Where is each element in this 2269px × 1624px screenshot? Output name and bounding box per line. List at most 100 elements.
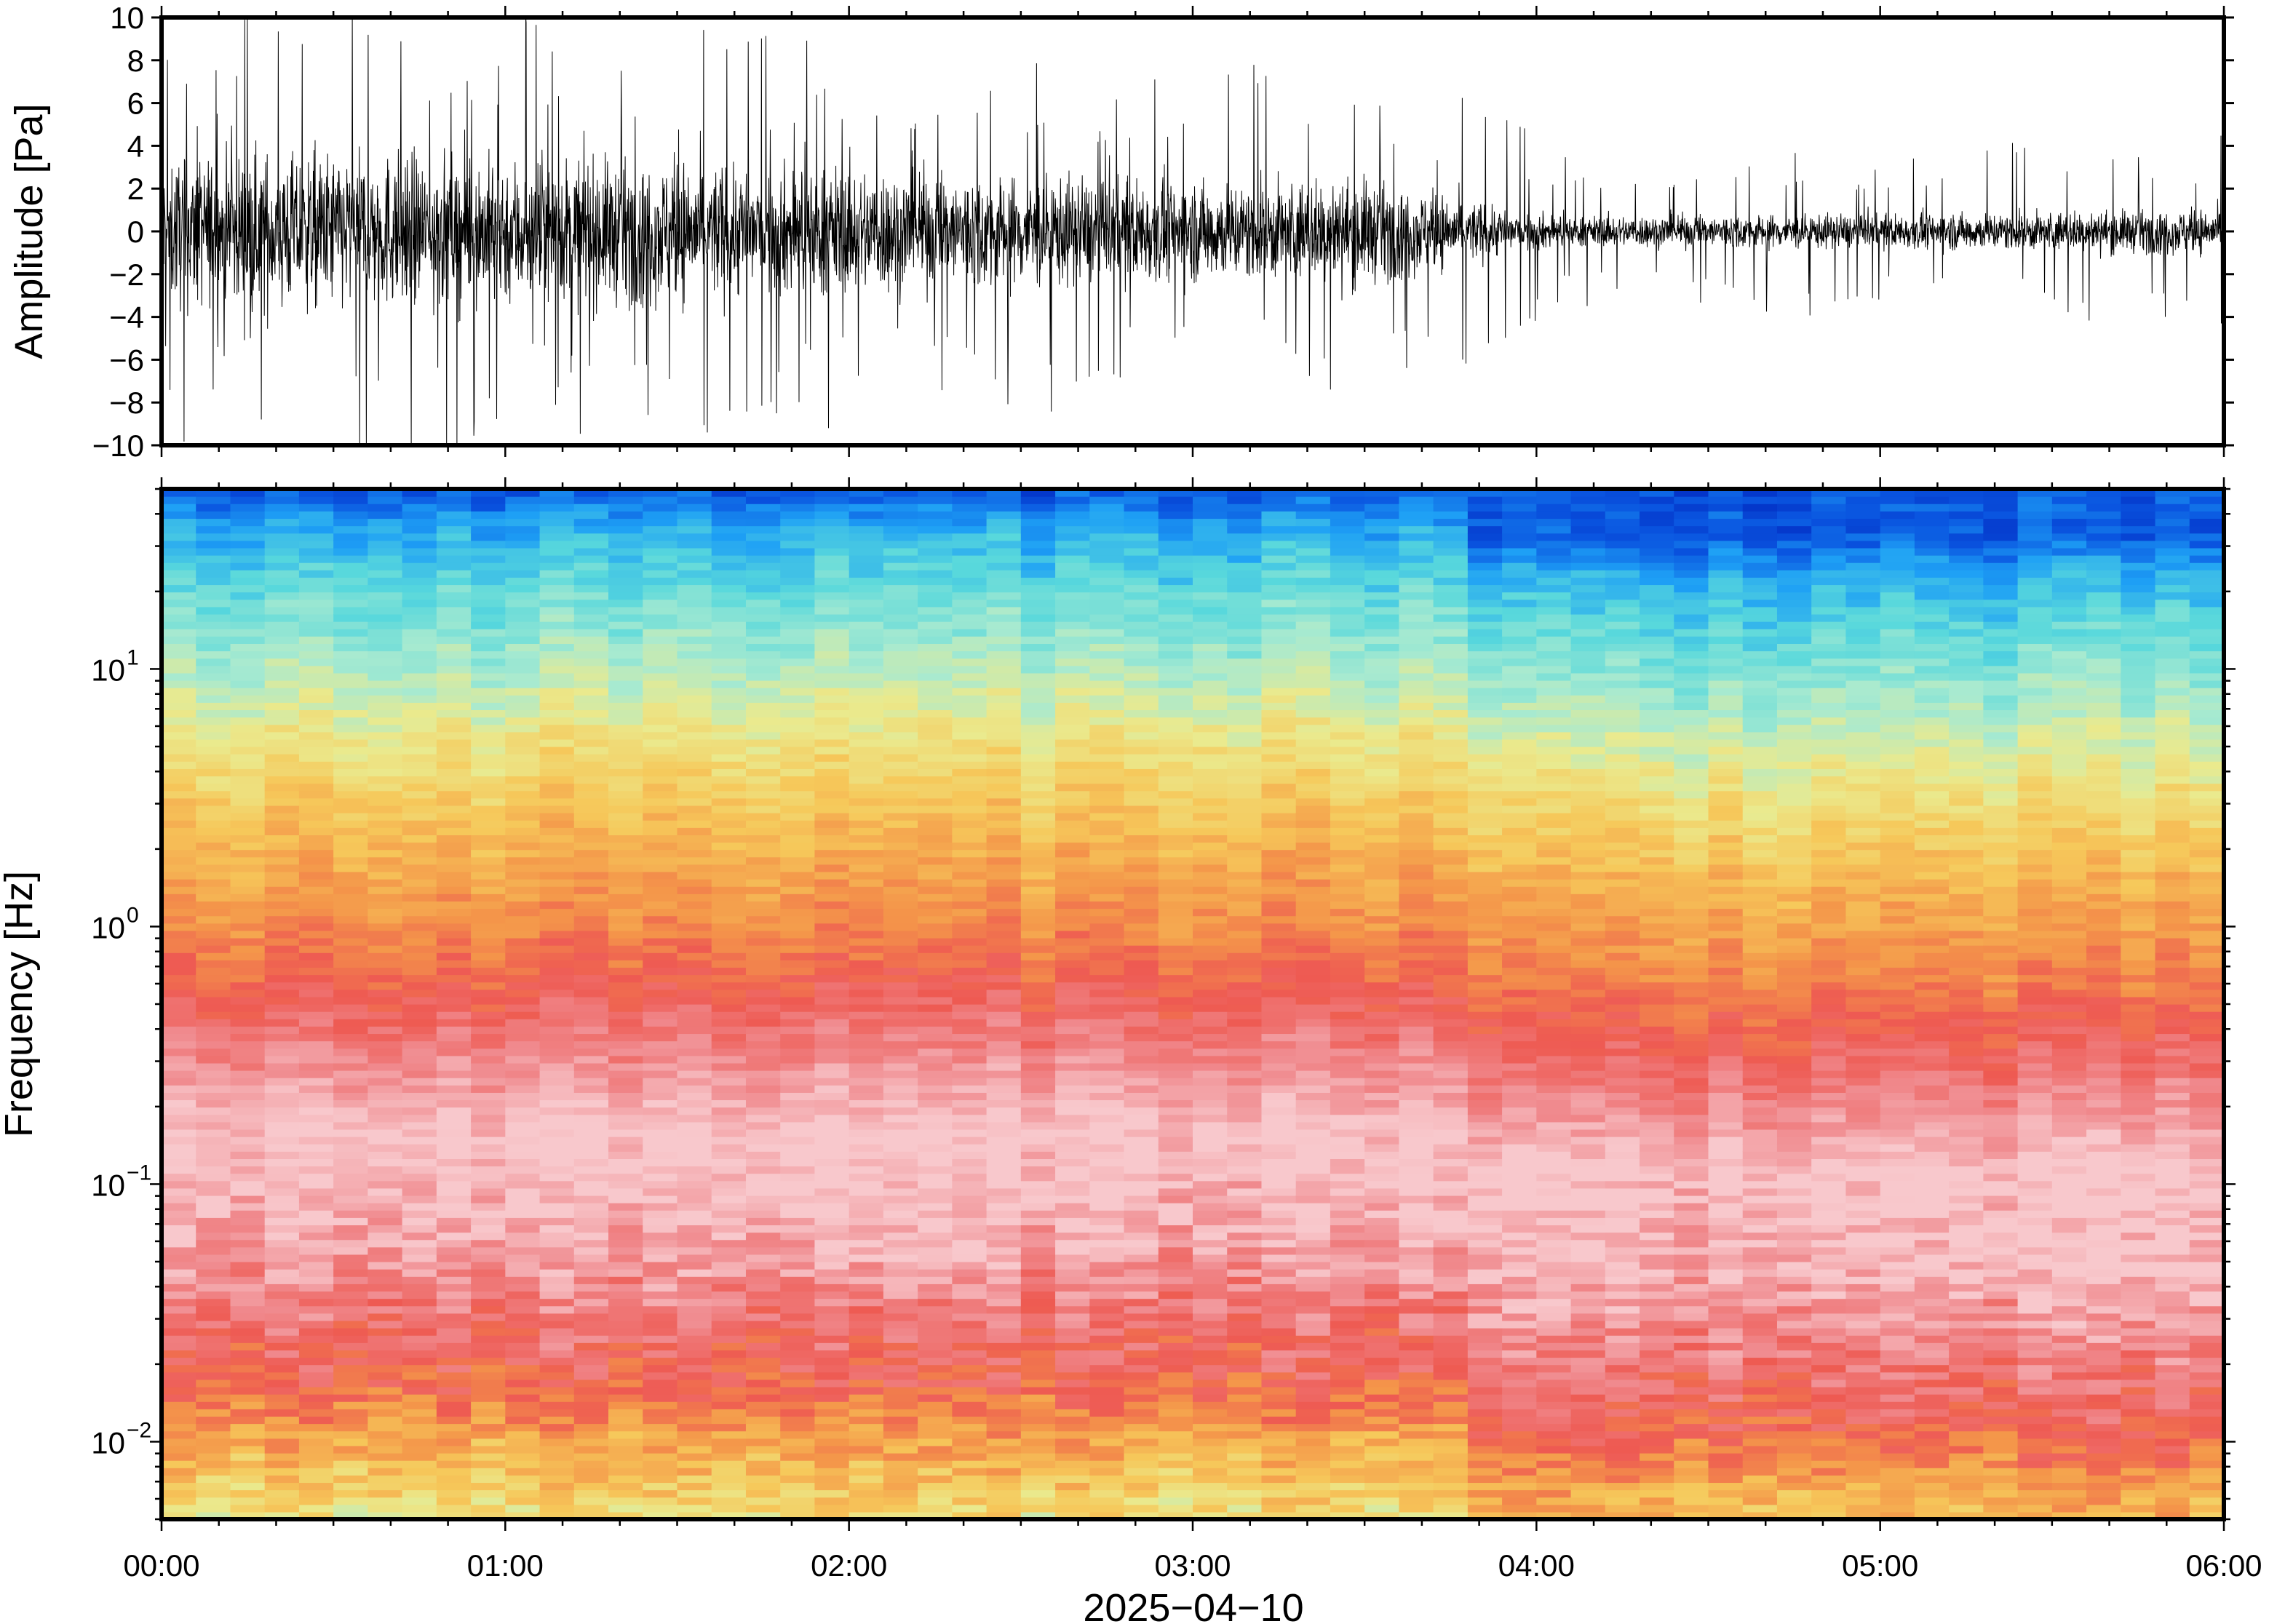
spectrogram-cell — [1020, 1423, 1056, 1432]
spectrogram-cell — [986, 1460, 1022, 1468]
spectrogram-cell — [1158, 982, 1193, 990]
spectrogram-cell — [711, 835, 747, 843]
spectrogram-cell — [230, 658, 266, 666]
spectrogram-cell — [745, 1166, 781, 1174]
spectrogram-cell — [1193, 1048, 1228, 1056]
spectrogram-cell — [1158, 1114, 1193, 1123]
spectrogram-cell — [849, 1048, 884, 1056]
spectrogram-cell — [986, 1048, 1022, 1056]
spectrogram-cell — [1330, 1246, 1365, 1255]
spectrogram-cell — [1055, 702, 1090, 711]
spectrogram-cell — [1020, 908, 1056, 917]
spectrogram-cell — [436, 570, 472, 578]
spectrogram-cell — [1158, 805, 1193, 813]
spectrogram-cell — [883, 768, 918, 777]
spectrogram-cell — [436, 1468, 472, 1476]
spectrogram-cell — [677, 547, 712, 556]
spectrogram-cell — [814, 1239, 850, 1248]
spectrogram-cell — [573, 1107, 609, 1115]
spectrogram-cell — [196, 842, 231, 851]
spectrogram-cell — [608, 835, 643, 843]
spectrogram-cell — [539, 650, 575, 659]
spectrogram-cell — [333, 1283, 368, 1292]
spectrogram-cell — [1089, 982, 1125, 990]
spectrogram-cell — [230, 1489, 266, 1498]
spectrogram-cell — [505, 747, 541, 755]
spectrogram-cell — [849, 511, 884, 520]
spectrogram-cell — [1330, 658, 1365, 666]
spectrogram-cell — [333, 1144, 368, 1152]
spectrogram-cell — [745, 849, 781, 858]
spectrogram-cell — [333, 886, 368, 894]
spectrogram-cell — [780, 724, 816, 733]
spectrogram-cell — [1227, 1460, 1263, 1468]
spectrogram-cell — [883, 1107, 918, 1115]
spectrogram-cell — [1193, 1217, 1228, 1226]
spectrogram-cell — [298, 1033, 334, 1042]
spectrogram-cell — [711, 1394, 747, 1402]
spectrogram-cell — [1193, 1298, 1228, 1307]
spectrogram-cell — [298, 1305, 334, 1314]
spectrogram-cell — [230, 1033, 266, 1042]
spectrogram-cell — [264, 489, 300, 497]
spectrogram-cell — [573, 1151, 609, 1159]
spectrogram-cell — [1193, 555, 1228, 563]
spectrogram-cell — [196, 496, 231, 504]
spectrogram-cell — [436, 1430, 472, 1439]
spectrogram-cell — [1089, 577, 1125, 586]
spectrogram-cell — [1261, 1283, 1297, 1292]
spectrogram-cell — [643, 1033, 678, 1042]
spectrogram-cell — [162, 1313, 196, 1321]
spectrogram-cell — [643, 525, 678, 534]
spectrogram-cell — [367, 1460, 403, 1468]
spectrogram-cell — [608, 562, 643, 570]
spectrogram-cell — [539, 1328, 575, 1336]
spectrogram-cell — [883, 1394, 918, 1402]
spectrogram-cell — [402, 952, 437, 960]
spectrogram-cell — [814, 577, 850, 586]
spectrogram-cell — [1227, 982, 1263, 990]
spectrogram-cell — [1261, 584, 1297, 593]
spectrogram-cell — [745, 901, 781, 909]
spectrogram-cell — [745, 1320, 781, 1329]
spectrogram-cell — [780, 1239, 816, 1248]
spectrogram-cell — [1261, 592, 1297, 600]
spectrogram-cell — [643, 592, 678, 600]
spectrogram-cell — [1124, 1195, 1159, 1203]
spectrogram-cell — [402, 1055, 437, 1064]
spectrogram-cell — [883, 1416, 918, 1425]
spectrogram-cell — [230, 1151, 266, 1159]
spectrogram-cell — [230, 1445, 266, 1454]
spectrogram-cell — [1193, 1033, 1228, 1042]
spectrogram-cell — [711, 982, 747, 990]
spectrogram-cell — [298, 967, 334, 976]
spectrogram-cell — [162, 1062, 196, 1071]
spectrogram-cell — [1124, 945, 1159, 953]
spectrogram-cell — [196, 835, 231, 843]
spectrogram-cell — [402, 1011, 437, 1019]
spectrogram-cell — [1055, 1107, 1090, 1115]
spectrogram-cell — [264, 731, 300, 740]
spectrogram-cell — [918, 1048, 953, 1056]
spectrogram-cell — [1089, 1232, 1125, 1241]
spectrogram-cell — [1124, 1254, 1159, 1262]
spectrogram-cell — [986, 1121, 1022, 1130]
spectrogram-cell — [1330, 731, 1365, 740]
spectrogram-cell — [643, 518, 678, 527]
spectrogram-cell — [162, 1452, 196, 1461]
spectrogram-cell — [883, 1092, 918, 1101]
spectrogram-cell — [162, 1342, 196, 1350]
spectrogram-cell — [1295, 555, 1331, 563]
spectrogram-cell — [436, 717, 472, 725]
spectrogram-cell — [402, 533, 437, 541]
spectrogram-cell — [849, 1423, 884, 1432]
spectrogram-cell — [1227, 533, 1263, 541]
spectrogram-cell — [367, 1232, 403, 1241]
waveform-y-tick-label: −10 — [92, 429, 144, 463]
spectrogram-cell — [608, 1482, 643, 1491]
spectrogram-cell — [745, 1291, 781, 1299]
spectrogram-cell — [264, 856, 300, 865]
spectrogram-cell — [333, 1511, 368, 1520]
spectrogram-cell — [436, 923, 472, 931]
spectrogram-cell — [402, 629, 437, 637]
